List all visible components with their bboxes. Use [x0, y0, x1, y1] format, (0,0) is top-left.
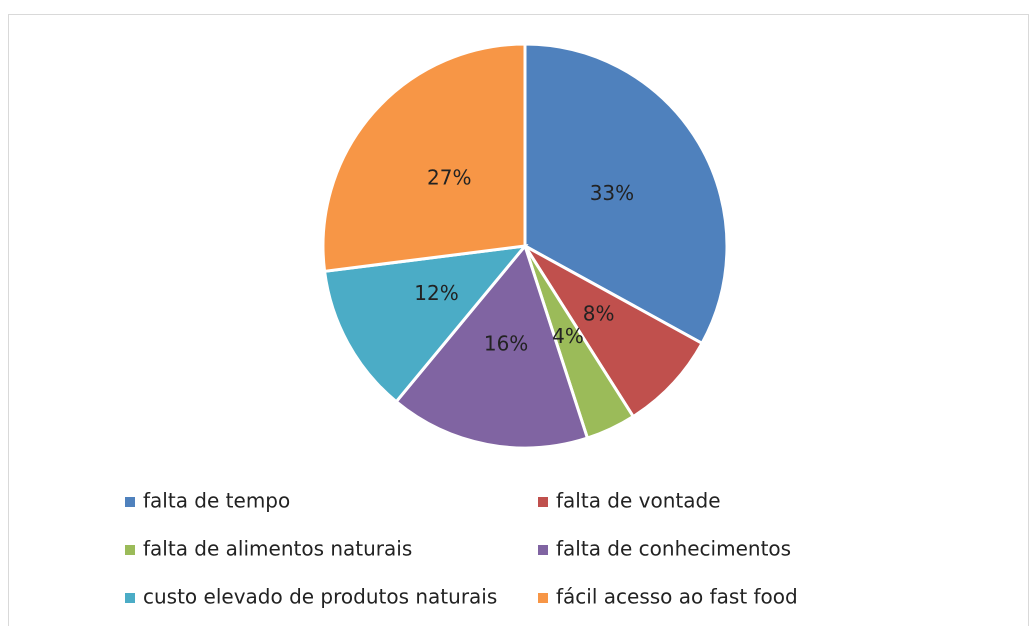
- legend-swatch: [125, 545, 135, 555]
- legend-swatch: [125, 497, 135, 507]
- data-label: 16%: [484, 332, 528, 356]
- pie-slice: [322, 244, 529, 404]
- legend-label: falta de tempo: [143, 489, 290, 513]
- pie-slice: [523, 42, 729, 346]
- data-label: 27%: [427, 166, 471, 190]
- pie-slice: [321, 42, 527, 273]
- legend-label: falta de vontade: [556, 489, 721, 513]
- legend-swatch: [538, 497, 548, 507]
- data-label: 4%: [552, 324, 584, 348]
- legend-swatch: [538, 593, 548, 603]
- pie-slice: [523, 244, 705, 419]
- data-label: 12%: [414, 281, 458, 305]
- data-label: 33%: [590, 181, 634, 205]
- legend-label: falta de conhecimentos: [556, 537, 791, 561]
- pie-slice: [394, 242, 590, 450]
- legend-label: falta de alimentos naturais: [143, 537, 412, 561]
- legend-swatch: [125, 593, 135, 603]
- data-label: 8%: [583, 302, 615, 326]
- legend-swatch: [538, 545, 548, 555]
- legend-label: fácil acesso ao fast food: [556, 585, 798, 609]
- legend-label: custo elevado de produtos naturais: [143, 585, 497, 609]
